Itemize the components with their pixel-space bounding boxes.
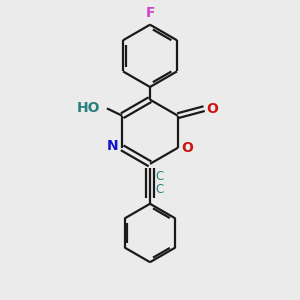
Text: O: O (207, 102, 218, 116)
Text: F: F (145, 6, 155, 20)
Text: C: C (155, 170, 164, 183)
Text: O: O (182, 141, 194, 155)
Text: HO: HO (76, 101, 100, 116)
Text: C: C (155, 183, 164, 196)
Text: N: N (107, 139, 118, 153)
